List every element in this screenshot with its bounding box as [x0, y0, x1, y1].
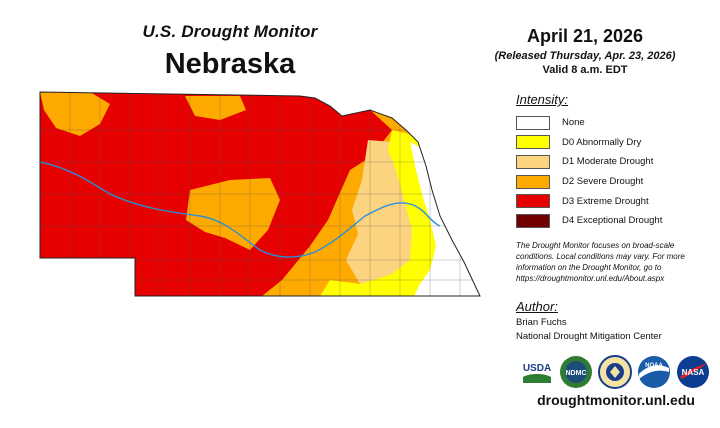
valid-time: Valid 8 a.m. EDT [542, 64, 628, 76]
legend-item: None [516, 113, 716, 133]
usda-icon: USDA [523, 363, 551, 383]
legend-item: D4 Exceptional Drought [516, 211, 716, 231]
ndmc-logo[interactable]: NDMC [559, 355, 593, 389]
noaa-logo[interactable]: NOAA [637, 355, 671, 389]
intensity-legend: Intensity: None D0 Abnormally Dry D1 Mod… [516, 92, 716, 231]
legend-item: D1 Moderate Drought [516, 152, 716, 172]
legend-label: None [562, 117, 585, 129]
svg-text:NDMC: NDMC [566, 370, 587, 377]
website-link[interactable]: droughtmonitor.unl.edu [537, 392, 695, 408]
noaa-icon: NOAA [638, 356, 670, 388]
legend-swatch-d2 [516, 174, 550, 189]
author-title: Author: [516, 299, 558, 314]
legend-item: D2 Severe Drought [516, 172, 716, 192]
author-org: National Drought Mitigation Center [516, 331, 662, 342]
legend-label: D3 Extreme Drought [562, 195, 649, 207]
map-subtitle: U.S. Drought Monitor [142, 22, 318, 41]
map-date: April 21, 2026 [526, 26, 644, 46]
state-title: Nebraska [164, 48, 296, 80]
svg-text:NOAA: NOAA [645, 363, 663, 369]
legend-item: D3 Extreme Drought [516, 191, 716, 211]
author-name: Brian Fuchs [516, 317, 567, 328]
map-svg [39, 91, 481, 297]
platte-river [40, 161, 441, 258]
d2-region-west-north [40, 92, 110, 136]
d2-region-central [186, 178, 280, 250]
legend-swatch-d3 [516, 194, 550, 209]
nasa-icon: NASA [677, 356, 709, 388]
d0-region [320, 130, 468, 296]
legend-swatch-d1 [516, 154, 550, 169]
release-date: (Released Thursday, Apr. 23, 2026) [494, 50, 676, 62]
svg-text:NASA: NASA [682, 368, 705, 377]
nebraska-drought-map [0, 70, 500, 330]
svg-text:USDA: USDA [523, 363, 551, 374]
legend-item: D0 Abnormally Dry [516, 133, 716, 153]
legend-label: D2 Severe Drought [562, 176, 644, 188]
county-grid [40, 92, 480, 296]
nasa-logo[interactable]: NASA [676, 355, 710, 389]
author-block: Author: Brian Fuchs National Drought Mit… [516, 299, 716, 342]
disclaimer-text: The Drought Monitor focuses on broad-sca… [516, 241, 685, 283]
doc-logo[interactable] [598, 355, 632, 389]
legend-label: D4 Exceptional Drought [562, 215, 663, 227]
legend-swatch-d4 [516, 213, 550, 228]
usda-logo[interactable]: USDA [520, 355, 554, 389]
legend-title: Intensity: [516, 92, 569, 107]
date-block: April 21, 2026 (Released Thursday, Apr. … [480, 26, 690, 76]
state-outline [39, 91, 481, 297]
legend-label: D0 Abnormally Dry [562, 136, 642, 148]
title-block: U.S. Drought Monitor Nebraska [110, 22, 350, 81]
legend-swatch-d0 [516, 135, 550, 150]
d2-region-north [185, 96, 246, 120]
legend-label: D1 Moderate Drought [562, 156, 654, 168]
partner-logos: USDA NDMC NOAA NASA [520, 354, 710, 390]
commerce-seal-icon [598, 355, 632, 389]
ndmc-icon: NDMC [560, 356, 592, 388]
legend-swatch-none [516, 115, 550, 130]
